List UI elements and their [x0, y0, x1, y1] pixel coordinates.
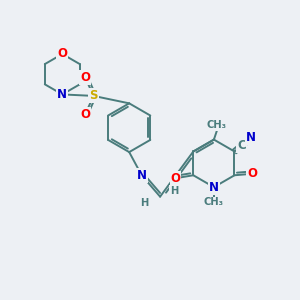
Text: N: N	[246, 131, 256, 144]
Text: C: C	[237, 139, 246, 152]
Text: O: O	[80, 108, 90, 121]
Text: N: N	[137, 169, 147, 182]
Text: CH₃: CH₃	[207, 120, 227, 130]
Text: H: H	[140, 198, 149, 208]
Text: S: S	[89, 89, 98, 102]
Text: CH₃: CH₃	[204, 197, 224, 207]
Text: O: O	[57, 47, 67, 61]
Text: O: O	[170, 172, 181, 185]
Text: H: H	[170, 186, 178, 196]
Text: N: N	[57, 88, 67, 101]
Text: O: O	[247, 167, 257, 180]
Text: O: O	[80, 71, 90, 84]
Text: N: N	[209, 181, 219, 194]
